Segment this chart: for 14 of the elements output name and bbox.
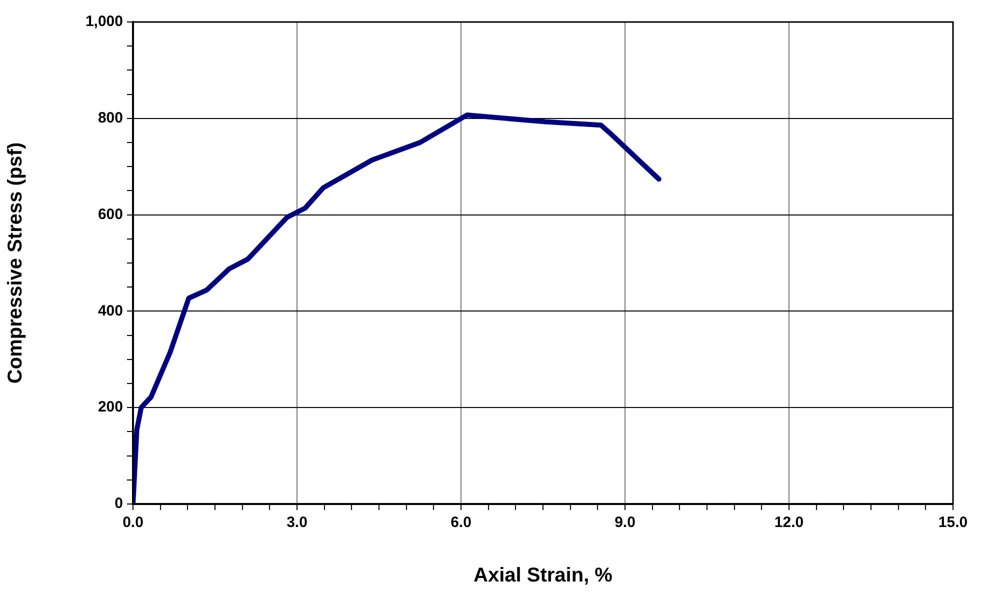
y-tick-label: 0 — [114, 495, 123, 512]
y-tick-label: 800 — [98, 110, 123, 127]
y-axis-title: Compressive Stress (psf) — [4, 142, 27, 384]
y-tick-label: 400 — [98, 302, 123, 320]
x-tick-label: 3.0 — [286, 514, 308, 532]
y-tick-label: 200 — [98, 398, 123, 416]
y-tick-label: 1,000 — [85, 13, 123, 30]
x-tick-label: 0.0 — [122, 514, 144, 532]
x-tick-label: 6.0 — [450, 514, 472, 532]
x-tick-label: 12.0 — [774, 514, 804, 532]
x-tick-label: 15.0 — [938, 514, 968, 532]
y-tick-label: 600 — [98, 206, 123, 223]
x-axis-title: Axial Strain, % — [474, 564, 613, 587]
x-tick-label: 9.0 — [614, 514, 636, 532]
